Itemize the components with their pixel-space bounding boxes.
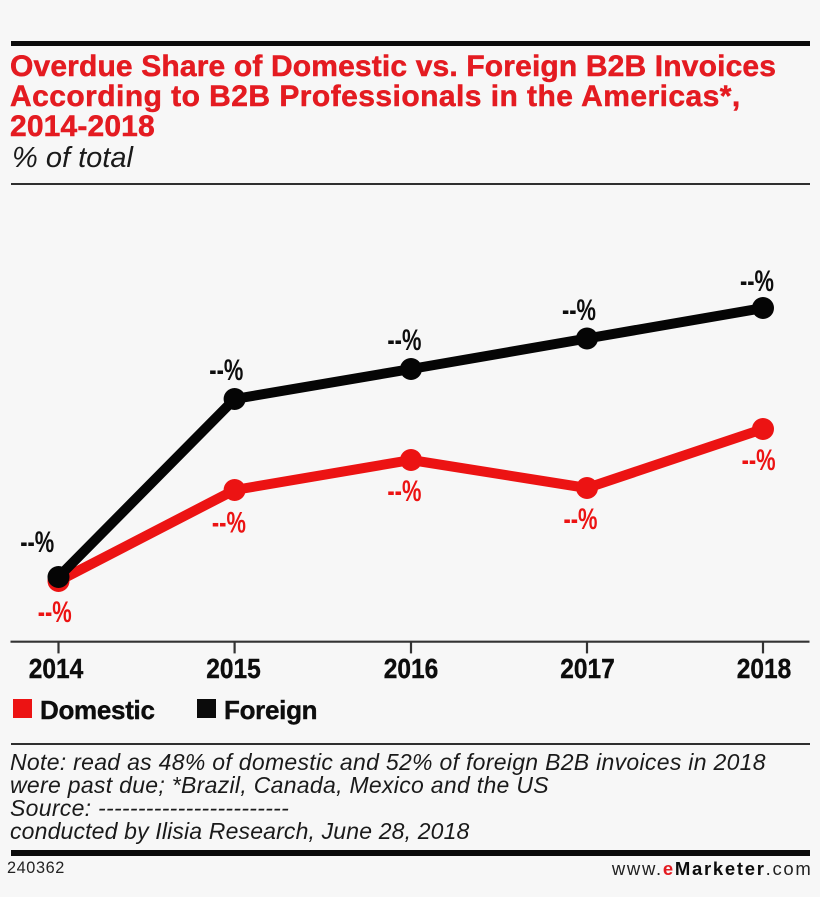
svg-text:2017: 2017: [560, 653, 615, 684]
svg-text:2014: 2014: [29, 653, 84, 684]
svg-text:--%: --%: [38, 596, 72, 629]
svg-text:--%: --%: [387, 475, 421, 508]
svg-text:--%: --%: [564, 503, 598, 536]
svg-text:--%: --%: [387, 324, 421, 357]
svg-text:--%: --%: [212, 507, 246, 540]
svg-text:--%: --%: [209, 354, 243, 387]
svg-text:--%: --%: [562, 294, 596, 327]
svg-text:--%: --%: [740, 265, 774, 298]
svg-text:2015: 2015: [206, 653, 261, 684]
svg-text:2016: 2016: [384, 653, 439, 684]
svg-text:--%: --%: [742, 444, 776, 477]
svg-text:2018: 2018: [737, 653, 792, 684]
svg-text:--%: --%: [20, 526, 54, 559]
